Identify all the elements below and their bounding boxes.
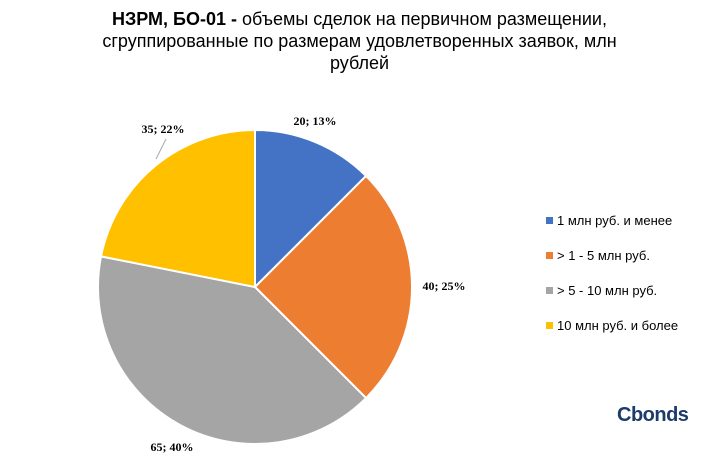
data-label: 40; 25% bbox=[423, 279, 466, 293]
pie-slice bbox=[253, 174, 414, 400]
chart-title-bold: НЗРМ, БО-01 - bbox=[112, 9, 237, 29]
legend-item: > 1 - 5 млн руб. bbox=[546, 247, 678, 265]
legend-label: > 1 - 5 млн руб. bbox=[557, 248, 650, 263]
cbonds-logo: Cbonds bbox=[617, 404, 689, 427]
data-label: 65; 40% bbox=[151, 440, 194, 454]
legend-label: > 5 - 10 млн руб. bbox=[557, 283, 658, 298]
chart-title-line-1: НЗРМ, БО-01 - объемы сделок на первичном… bbox=[0, 8, 719, 30]
pie-slice bbox=[97, 255, 368, 446]
legend-item: 1 млн руб. и менее bbox=[546, 212, 678, 230]
chart-title-rest: объемы сделок на первичном размещении, bbox=[237, 9, 607, 29]
chart-legend: 1 млн руб. и менее > 1 - 5 млн руб. > 5 … bbox=[546, 212, 678, 352]
data-label: 20; 13% bbox=[294, 114, 337, 128]
cbonds-logo-text: Cbonds bbox=[617, 404, 689, 426]
chart-title-line-3: рублей bbox=[329, 53, 390, 73]
data-label-leader-line bbox=[155, 138, 167, 160]
legend-label: 1 млн руб. и менее bbox=[557, 213, 673, 228]
legend-swatch bbox=[546, 322, 553, 329]
legend-item: > 5 - 10 млн руб. bbox=[546, 282, 678, 300]
legend-label: 10 млн руб. и более bbox=[557, 318, 679, 333]
data-label: 35; 22% bbox=[142, 122, 185, 136]
chart-title-line-2: сгруппированные по размерам удовлетворен… bbox=[102, 31, 617, 51]
pie-slice bbox=[99, 128, 256, 289]
legend-swatch bbox=[546, 217, 553, 224]
legend-swatch bbox=[546, 287, 553, 294]
pie-slice bbox=[254, 128, 368, 290]
legend-item: 10 млн руб. и более bbox=[546, 317, 678, 335]
chart-title: НЗРМ, БО-01 - объемы сделок на первичном… bbox=[0, 8, 719, 74]
legend-swatch bbox=[546, 252, 553, 259]
